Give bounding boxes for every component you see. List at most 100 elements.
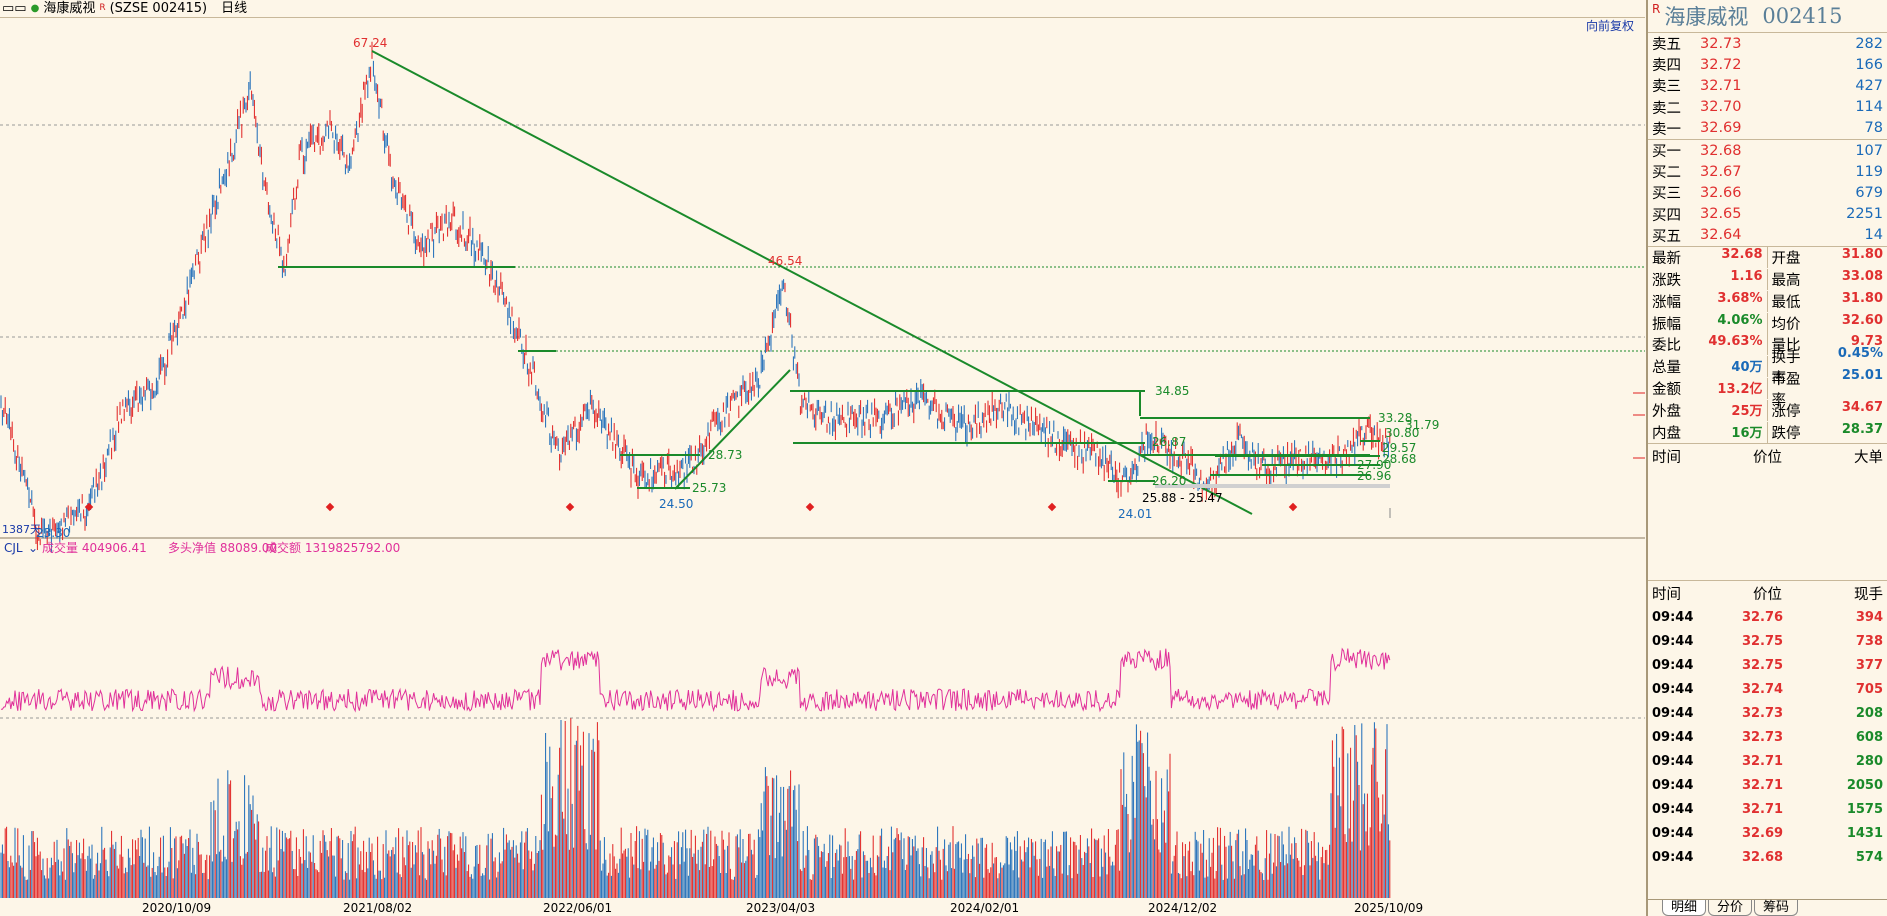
label-26-20: 26.20 (1152, 474, 1186, 488)
trade-price: 32.71 (1741, 753, 1784, 769)
trade-price: 32.71 (1741, 801, 1784, 817)
trade-price: 32.71 (1741, 777, 1784, 793)
chevron-down-icon[interactable]: ⌄ (28, 541, 38, 555)
ask-row: 卖五 32.73 282 (1652, 35, 1883, 54)
chart-toolbar: ▭▭ ● 海康威视 R (SZSE 002415) 日线 (0, 0, 1645, 18)
quote-value: 1.16 (1730, 269, 1763, 285)
quote-value: 28.37 (1841, 421, 1883, 437)
bid-row: 买四 32.65 2251 (1652, 206, 1883, 224)
quote-label: 跌停 (1771, 425, 1801, 442)
label-34-85: 34.85 (1155, 384, 1189, 398)
quote-cell: 最高 33.08 (1768, 269, 1887, 290)
r-mark: R (1652, 2, 1661, 16)
label-range: 25.88 - 25.47 (1142, 491, 1223, 505)
trade-price: 32.76 (1741, 609, 1784, 625)
quote-label: 内盘 (1652, 425, 1681, 442)
label-24-50: 24.50 (659, 497, 693, 511)
chart-menu-icon[interactable]: ▭▭ (2, 1, 27, 16)
day-count: 1387天 (2, 523, 41, 536)
tab-price[interactable]: 分价 (1708, 900, 1753, 916)
quote-label: 金额 (1652, 382, 1681, 399)
trade-row: 09:44 32.76 394 (1648, 605, 1887, 629)
quote-cell: 换手率 0.45% (1768, 346, 1887, 388)
trade-vol: 377 (1855, 657, 1883, 673)
quote-cell: 外盘 25万 (1648, 399, 1768, 421)
x-tick-2: 2021/08/02 (343, 901, 412, 915)
trade-time: 09:44 (1652, 705, 1694, 721)
quote-row: 总量 40万 换手率 0.45% (1648, 346, 1887, 387)
quote-cell: 均价 32.60 (1768, 313, 1887, 334)
period-selector[interactable]: 日线 (221, 1, 248, 16)
bid-row: 买三 32.66 679 (1652, 184, 1883, 203)
trade-row: 09:44 32.75 738 (1648, 629, 1887, 653)
trade-time: 09:44 (1652, 753, 1694, 769)
quote-row: 最新 32.68 开盘 31.80 (1648, 247, 1887, 269)
trade-row: 09:44 32.71 280 (1648, 749, 1887, 773)
bigorder-list (1648, 468, 1887, 580)
bid-row: 买五 32.64 14 (1652, 227, 1883, 245)
trade-vol: 608 (1855, 729, 1883, 745)
quote-value: 32.68 (1721, 247, 1763, 263)
label-27-90: 27.90 (1357, 458, 1391, 472)
quote-grid: 最新 32.68 开盘 31.80 涨跌 1.16 最高 33.08 涨幅 3.68% 最低 31.8… (1648, 247, 1887, 443)
quote-row: 委比 49.63% 量比 9.73 (1648, 334, 1887, 356)
ask-book: 卖五 32.73 282 卖四 32.72 166 卖三 32.71 427 卖二 32.70… (1648, 33, 1887, 139)
trade-price: 32.68 (1741, 849, 1784, 865)
restore-mode[interactable]: 向前复权 (1586, 18, 1634, 33)
bigorder-header: 时间 价位 大单 (1652, 449, 1883, 466)
quote-cell: 涨幅 3.68% (1648, 290, 1768, 312)
quote-label: 振幅 (1652, 316, 1681, 333)
quote-label: 涨跌 (1652, 273, 1681, 290)
trade-row: 09:44 32.69 1431 (1648, 821, 1887, 845)
ask-row: 卖四 32.72 166 (1652, 56, 1883, 75)
label-26-96: 26.96 (1357, 469, 1391, 483)
trade-row: 09:44 32.73 208 (1648, 701, 1887, 725)
quote-row: 涨跌 1.16 最高 33.08 (1648, 269, 1887, 291)
quote-value: 32.60 (1841, 312, 1883, 328)
quote-label: 涨幅 (1652, 294, 1681, 311)
quote-label: 委比 (1652, 338, 1681, 355)
quote-value: 13.2亿 (1717, 382, 1763, 398)
quote-value: 3.68% (1717, 290, 1763, 306)
ask-row: 卖三 32.71 427 (1652, 77, 1883, 96)
trades-list: 09:44 32.76 394 09:44 32.75 738 09:44 32.75 377 0… (1648, 605, 1887, 869)
quote-cell: 涨跌 1.16 (1648, 269, 1768, 291)
tab-chips[interactable]: 筹码 (1754, 900, 1799, 916)
quote-cell: 振幅 4.06% (1648, 312, 1768, 334)
quote-label: 量比 (1771, 338, 1801, 355)
ask-row: 卖二 32.70 114 (1652, 99, 1883, 117)
ask-row: 卖一 32.69 78 (1652, 120, 1883, 138)
kline-chart-area[interactable]: 67.24 46.54 34.85 33.28 31.79 30.80 29.5… (0, 18, 1645, 916)
quote-row: 涨幅 3.68% 最低 31.80 (1648, 290, 1887, 312)
quote-value: 0.45% (1837, 345, 1883, 361)
quote-label: 市盈率 (1771, 371, 1801, 409)
label-23-30: 23.30 (36, 526, 70, 540)
trade-price: 32.69 (1741, 825, 1784, 841)
kline-chart[interactable]: 67.24 46.54 34.85 33.28 31.79 30.80 29.5… (0, 18, 1645, 916)
quote-cell: 开盘 31.80 (1768, 247, 1887, 268)
status-dot-icon: ● (30, 3, 40, 14)
trade-time: 09:44 (1652, 801, 1694, 817)
quote-label: 换手率 (1771, 349, 1801, 387)
label-25-73: 25.73 (692, 481, 726, 495)
trade-row: 09:44 32.74 705 (1648, 677, 1887, 701)
quote-cell: 最低 31.80 (1768, 291, 1887, 312)
trade-price: 32.75 (1741, 657, 1784, 673)
tab-detail[interactable]: 明细 (1662, 900, 1707, 916)
trade-row: 09:44 32.68 574 (1648, 845, 1887, 869)
trade-vol: 280 (1855, 753, 1883, 769)
trade-vol: 705 (1855, 681, 1883, 697)
quote-label: 最新 (1652, 251, 1681, 268)
quote-row: 内盘 16万 跌停 28.37 (1648, 421, 1887, 443)
label-26-87: 26.87 (1152, 435, 1186, 449)
label-46-54: 46.54 (768, 254, 802, 268)
r-mark: R (99, 3, 106, 13)
quote-value: 16万 (1731, 425, 1763, 441)
trade-vol: 2050 (1846, 777, 1883, 793)
x-tick-7: 2025/10/09 (1354, 901, 1423, 915)
quote-value: 25.01 (1841, 367, 1883, 383)
trade-vol: 738 (1855, 633, 1883, 649)
bid-book: 买一 32.68 107 买二 32.67 119 买三 32.66 679 买四 32.65… (1648, 140, 1887, 246)
quote-value: 31.80 (1841, 290, 1883, 306)
vol-indicator-selector[interactable]: CJL (4, 541, 23, 555)
